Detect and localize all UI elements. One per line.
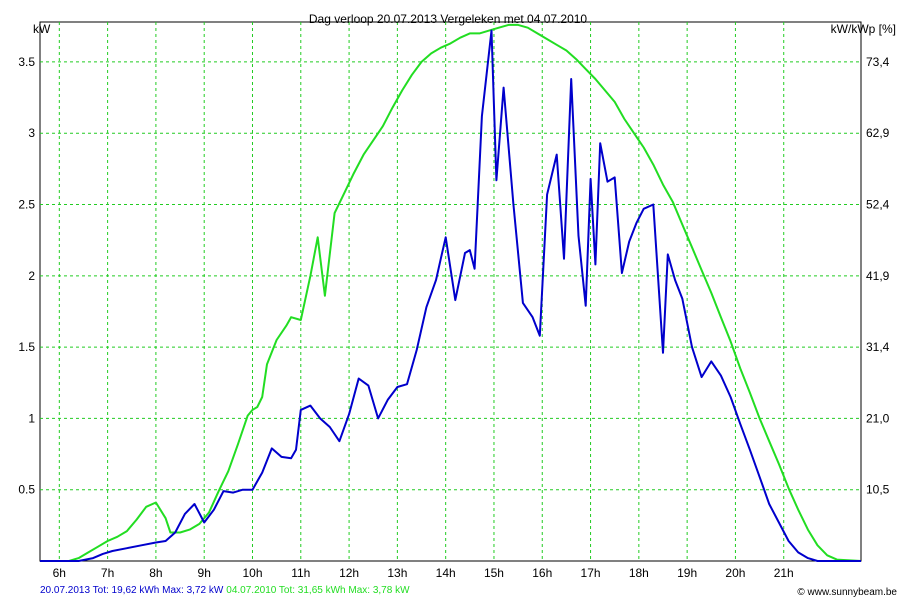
series-line-20-07-2013 — [40, 29, 861, 562]
y-tick-label-left: 3 — [28, 126, 35, 140]
x-tick-label: 8h — [149, 566, 162, 580]
legend-entry-2013: 20.07.2013 Tot: 19,62 kWh Max: 3,72 kW — [40, 585, 224, 596]
y-tick-label-left: 0.5 — [18, 483, 35, 497]
y-tick-label-left: 1.5 — [18, 340, 35, 354]
y-tick-label-right: 41,9 — [866, 269, 890, 283]
x-tick-label: 10h — [242, 566, 262, 580]
gridlines — [40, 22, 861, 561]
y-axis-left-label: kW — [33, 22, 51, 36]
footer-legend: 20.07.2013 Tot: 19,62 kWh Max: 3,72 kW 04… — [40, 585, 410, 596]
x-tick-label: 15h — [484, 566, 504, 580]
y-tick-label-left: 3.5 — [18, 55, 35, 69]
y-tick-label-right: 73,4 — [866, 55, 890, 69]
y-tick-label-left: 2.5 — [18, 198, 35, 212]
x-tick-label: 17h — [581, 566, 601, 580]
x-tick-label: 16h — [532, 566, 552, 580]
y-tick-label-right: 31,4 — [866, 340, 890, 354]
x-tick-label: 12h — [339, 566, 359, 580]
x-tick-label: 11h — [291, 566, 310, 580]
y-axis-right-label: kW/kWp [%] — [831, 22, 896, 36]
x-tick-label: 21h — [774, 566, 794, 580]
plot-frame — [39, 21, 862, 562]
x-tick-label: 20h — [725, 566, 745, 580]
x-tick-label: 14h — [436, 566, 456, 580]
credit-text: © www.sunnybeam.be — [797, 587, 897, 598]
y-tick-label-left: 2 — [28, 269, 35, 283]
legend-entry-2010: 04.07.2010 Tot: 31,65 kWh Max: 3,78 kW — [226, 585, 410, 596]
x-tick-label: 7h — [101, 566, 114, 580]
tick-labels: 6h 7h 8h 9h 10h 11h 12h 13h 14h 15h 16h 17h 18h 19h 20… — [18, 55, 889, 580]
x-tick-label: 19h — [677, 566, 697, 580]
chart-title: Dag verloop 20.07.2013 Vergeleken met 04… — [309, 12, 588, 26]
y-tick-label-right: 21,0 — [866, 411, 890, 425]
y-tick-label-right: 10,5 — [866, 483, 890, 497]
y-tick-label-left: 1 — [28, 411, 35, 425]
x-tick-label: 13h — [387, 566, 407, 580]
series-line-04-07-2010 — [40, 23, 862, 562]
x-tick-label: 9h — [198, 566, 211, 580]
series-layer — [40, 23, 862, 562]
y-tick-label-right: 52,4 — [866, 198, 890, 212]
x-tick-label: 6h — [53, 566, 66, 580]
y-tick-label-right: 62,9 — [866, 126, 890, 140]
x-tick-label: 18h — [629, 566, 649, 580]
